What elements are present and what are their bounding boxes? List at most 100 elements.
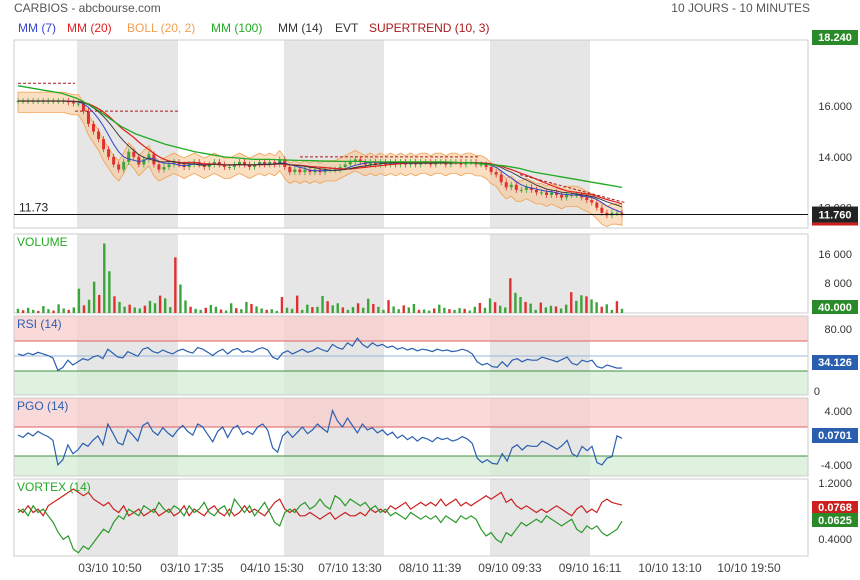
vortex-tick-label: 1.2000: [818, 478, 852, 490]
candle: [268, 161, 272, 165]
x-axis-label: 09/10 16:11: [559, 561, 622, 575]
session-shade: [490, 479, 590, 556]
candle: [610, 212, 614, 216]
volume-bar: [382, 309, 385, 313]
legend-item: MM (20): [67, 21, 112, 35]
pgo-title: PGO (14): [17, 399, 68, 413]
volume-bar: [346, 309, 350, 313]
volume-bar: [128, 304, 131, 313]
candle: [237, 161, 241, 165]
volume-bar: [321, 295, 324, 313]
pgo-upper-zone: [14, 398, 808, 427]
candle: [545, 192, 548, 195]
vortex-minus-line: [17, 488, 623, 521]
volume-bar: [463, 308, 466, 313]
volume-bar: [615, 301, 619, 313]
candle: [147, 154, 151, 160]
chart-title: CARBIOS - abcbourse.com: [14, 1, 161, 15]
price-badge: [812, 30, 858, 45]
price-tick-label: 16.000: [818, 101, 852, 113]
volume-bar: [133, 307, 136, 313]
panel-border: [13, 315, 809, 396]
volume-bar: [214, 306, 218, 313]
candle: [605, 212, 609, 216]
pgo-line: [17, 408, 623, 467]
volume-badge-text: 40.000: [818, 302, 852, 314]
candle: [615, 212, 619, 214]
vortex-title: VORTEX (14): [17, 480, 91, 494]
mm14-line: [18, 100, 623, 208]
volume-bar: [47, 309, 50, 313]
candle: [358, 159, 362, 162]
volume-bar: [113, 296, 116, 313]
rsi-overbought-zone: [14, 316, 808, 341]
x-axis-label: 07/10 13:30: [318, 561, 382, 575]
candle: [298, 169, 302, 173]
volume-bar: [509, 278, 512, 313]
legend-item: MM (7): [18, 21, 56, 35]
candle: [550, 192, 554, 195]
candle: [76, 103, 80, 105]
candle: [585, 197, 589, 201]
volume-bar: [422, 309, 426, 313]
candle: [207, 164, 211, 168]
volume-bar: [387, 300, 390, 313]
vortex-badge-top-text: 0.0768: [818, 502, 852, 514]
volume-bar: [544, 307, 548, 313]
volume-bar: [453, 309, 456, 313]
pgo-tick-label: 4.000: [824, 406, 852, 418]
volume-bar: [82, 305, 86, 313]
legend-item: EVT: [335, 21, 359, 35]
x-axis-label: 10/10 19:50: [717, 561, 781, 575]
candle: [92, 123, 95, 132]
volume-bar: [473, 306, 477, 313]
volume-bar: [580, 295, 583, 313]
volume-bar: [356, 303, 360, 313]
reference-line-label: 11.73: [19, 201, 48, 215]
volume-bar: [331, 305, 334, 313]
volume-bar: [108, 271, 111, 313]
mm7-line: [18, 100, 623, 213]
volume-bar: [123, 306, 126, 313]
x-axis-label: 09/10 09:33: [478, 561, 542, 575]
last-price-badge: [812, 206, 858, 223]
volume-bar: [620, 308, 624, 313]
volume-bar: [412, 303, 416, 313]
volume-bar: [275, 310, 279, 313]
volume-bar: [204, 307, 207, 313]
volume-bar: [336, 303, 339, 313]
candle: [258, 161, 262, 165]
volume-bar: [32, 309, 35, 313]
candle: [157, 164, 161, 170]
candle: [162, 167, 166, 170]
candle: [565, 194, 569, 198]
volume-bar: [280, 297, 284, 313]
candle: [519, 189, 523, 191]
panel-border: [13, 233, 809, 314]
period-label: 10 JOURS - 10 MINUTES: [671, 1, 810, 15]
session-shade: [284, 40, 384, 228]
rsi-tick-label: 80.00: [824, 324, 852, 336]
volume-bar: [483, 307, 487, 313]
x-axis-label: 03/10 17:35: [160, 561, 224, 575]
volume-bar: [143, 305, 147, 313]
candle: [514, 184, 518, 190]
volume-bar: [443, 307, 446, 313]
panel-border: [13, 39, 809, 229]
candle: [273, 161, 277, 165]
volume-bar: [504, 307, 507, 313]
candle: [97, 131, 101, 140]
volume-bar: [448, 309, 451, 313]
volume-bar: [534, 309, 537, 313]
vortex-badge-bottom: [812, 513, 858, 527]
candle: [202, 164, 206, 168]
volume-bar: [493, 302, 497, 313]
pgo-badge: [812, 428, 858, 443]
rsi-oversold-zone: [14, 371, 808, 395]
volume-bar: [194, 308, 197, 313]
candle: [167, 164, 171, 168]
volume-bar: [179, 284, 182, 313]
volume-bar: [301, 309, 304, 313]
candle: [509, 184, 513, 188]
